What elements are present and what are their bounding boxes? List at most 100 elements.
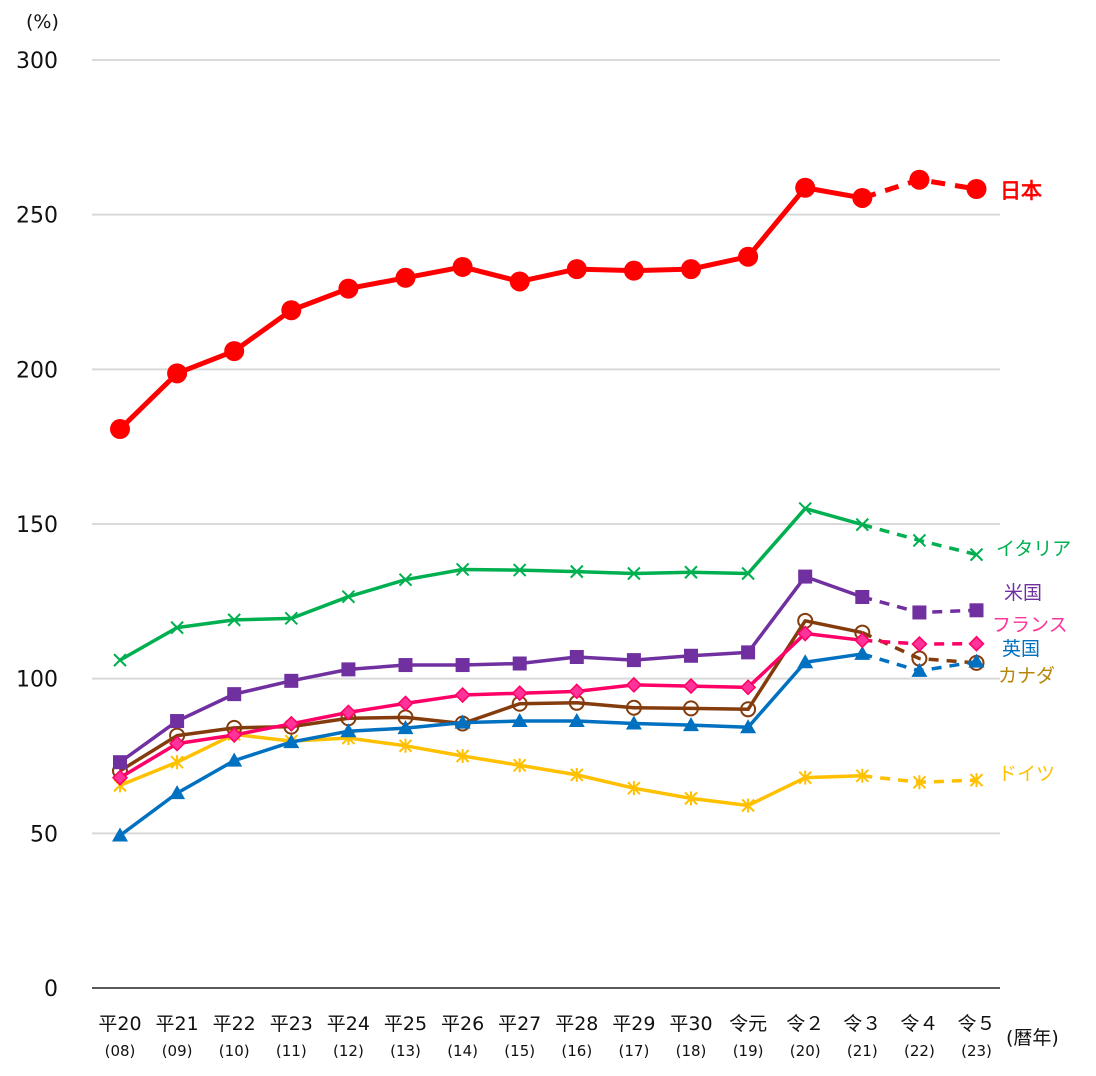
marker-diamond [625,676,642,693]
marker-circle [224,341,245,362]
marker-diamond [568,683,585,700]
x-tick-sublabel: (12) [333,1042,364,1060]
marker-triangle [568,713,585,728]
series-label-日本: 日本 [1000,179,1042,203]
marker-triangle [625,715,642,730]
series-line-solid [118,652,863,837]
series-label-イタリア: イタリア [996,538,1071,560]
marker-circle [681,259,701,280]
x-tick-label: 平27 [498,1013,541,1035]
marker-square [512,656,527,671]
marker-diamond [682,678,700,695]
y-tick-label: 250 [16,204,58,229]
marker-square [455,658,470,673]
marker-triangle [226,752,243,767]
marker-asterisk [570,767,584,782]
series-ドイツ [113,727,984,813]
marker-triangle [740,719,757,734]
series-フランス [111,625,985,786]
marker-square [684,648,698,663]
marker-circle [338,278,359,299]
marker-circle [795,177,816,198]
series-line-solid [118,574,863,764]
marker-square [855,590,870,605]
marker-diamond [226,726,243,744]
x-tick-label: 平23 [270,1013,313,1035]
x-tick-sublabel: (23) [961,1042,992,1060]
marker-circle [452,256,473,277]
marker-square [227,687,242,702]
y-tick-label: 100 [16,668,58,693]
x-tick-label: 平22 [213,1013,256,1035]
marker-open-circle [683,700,699,717]
marker-circle [852,187,873,208]
x-tick-label: 平25 [384,1013,427,1035]
series-label-米国: 米国 [1004,582,1042,604]
series-日本 [110,169,987,440]
marker-x [627,566,641,581]
marker-circle [566,259,587,280]
marker-diamond [169,735,186,752]
marker-triangle [454,714,471,729]
x-tick-sublabel: (19) [733,1042,764,1060]
marker-circle [167,363,188,384]
marker-diamond [454,687,471,704]
marker-triangle [397,720,414,735]
x-tick-sublabel: (09) [162,1042,193,1060]
marker-square [626,653,641,668]
y-tick-label: 200 [16,358,58,383]
marker-x [741,566,755,581]
x-tick-label: 平29 [612,1013,655,1035]
marker-triangle [683,717,699,732]
series-line-solid [118,185,863,431]
series-line-solid [119,506,863,662]
marker-x [455,562,470,577]
marker-circle [966,178,987,199]
series-米国 [113,569,984,770]
y-tick-label: 50 [30,822,58,847]
x-tick-label: 平30 [669,1013,712,1035]
marker-x [855,517,870,532]
marker-square [341,662,356,677]
marker-x [284,611,299,626]
x-tick-sublabel: (18) [676,1042,707,1060]
marker-x [512,563,527,577]
marker-x [341,589,356,604]
marker-asterisk [455,749,470,763]
marker-circle [281,300,302,321]
marker-x [398,572,413,587]
marker-asterisk [969,773,984,788]
marker-square [969,603,984,618]
y-axis-unit-label: (%) [26,11,59,33]
marker-open-circle [625,699,642,716]
marker-diamond [397,695,414,712]
y-tick-label: 300 [16,49,58,74]
x-tick-sublabel: (08) [105,1042,136,1060]
x-tick-label: 令５ [957,1013,995,1035]
marker-diamond [968,635,985,652]
y-axis-ticks: 0 50 100 150 200 250 300 [16,49,58,1002]
marker-diamond [111,769,129,786]
x-tick-label: 令３ [843,1013,881,1035]
x-tick-sublabel: (14) [447,1042,478,1060]
x-tick-sublabel: (20) [790,1042,821,1060]
marker-asterisk [741,798,755,813]
x-tick-sublabel: (22) [904,1042,935,1060]
marker-square [398,658,413,673]
marker-square [170,714,185,729]
series-英国 [112,645,985,842]
x-tick-sublabel: (10) [219,1042,250,1060]
marker-square [741,645,756,660]
marker-x [227,613,241,627]
x-tick-label: 平28 [555,1013,598,1035]
x-axis-unit-label: (暦年) [1006,1027,1059,1049]
x-tick-sublabel: (17) [619,1042,650,1060]
marker-x [798,501,812,516]
marker-circle [909,169,930,190]
marker-diamond [740,679,757,696]
marker-square [284,673,299,688]
x-tick-label: 令４ [900,1013,938,1035]
marker-circle [509,271,530,292]
marker-diamond [340,704,357,721]
